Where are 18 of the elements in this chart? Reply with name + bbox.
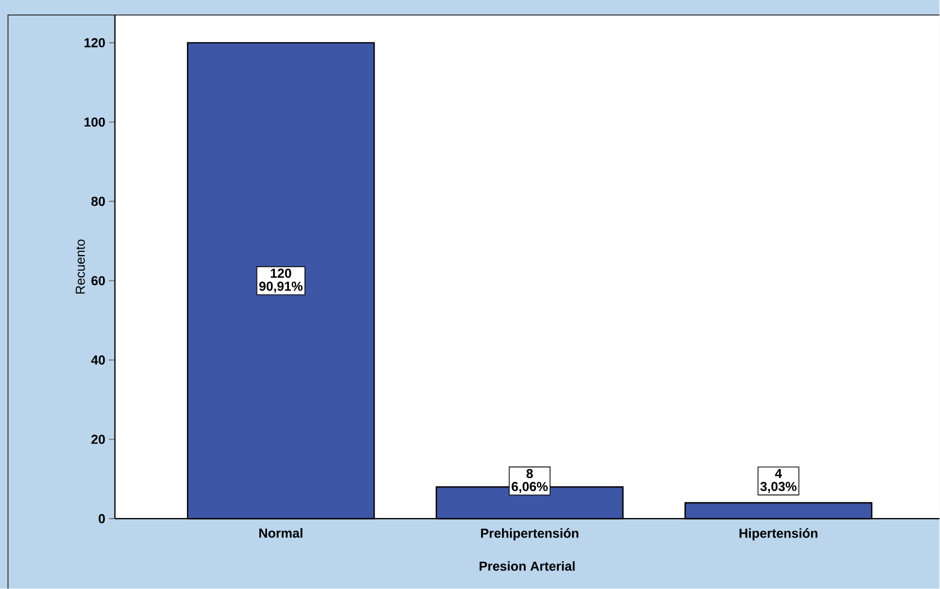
y-tick-label: 40	[91, 355, 105, 365]
y-tick-label: 120	[84, 38, 105, 48]
x-tick-label: Hipertensión	[740, 528, 818, 540]
data-label: 120	[270, 268, 292, 278]
data-label: 4	[775, 468, 782, 478]
y-tick-label: 0	[98, 514, 105, 524]
y-tick-label: 60	[91, 276, 105, 286]
x-tick-label: Prehipertensión	[481, 528, 578, 540]
y-tick-label: 20	[91, 434, 105, 444]
annotation: 90,91%	[259, 282, 303, 293]
annotation: 3,03%	[760, 482, 797, 493]
y-tick-label: 80	[91, 196, 105, 206]
y-axis-title: Recuento	[76, 240, 85, 294]
x-tick-label: Normal	[259, 528, 302, 538]
data-label: 8	[526, 468, 533, 478]
y-tick-label: 100	[84, 117, 105, 127]
x-axis-title: Presion Arterial	[480, 561, 575, 571]
annotation: 6,06%	[512, 482, 548, 493]
